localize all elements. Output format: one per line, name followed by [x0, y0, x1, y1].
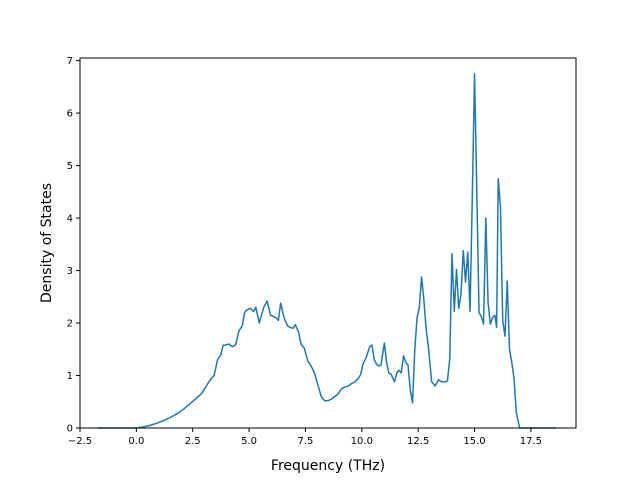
x-tick-label: 12.5: [407, 436, 429, 447]
x-axis-label: Frequency (THz): [271, 458, 385, 474]
y-tick-label: 2: [67, 319, 73, 330]
x-tick-label: 0.0: [128, 436, 144, 447]
x-tick-label: 7.5: [298, 436, 314, 447]
x-tick-label: 10.0: [351, 436, 373, 447]
y-tick-label: 3: [67, 266, 73, 277]
y-axis-ticks: 0 1 2 3 4 5 6 7: [67, 56, 80, 435]
y-tick-label: 0: [67, 424, 73, 435]
y-tick-label: 5: [67, 161, 73, 172]
y-tick-label: 4: [67, 214, 73, 225]
x-tick-label: 5.0: [241, 436, 257, 447]
series-layer: [98, 72, 556, 429]
plot-background: [80, 58, 576, 428]
plot-frame: [79, 57, 577, 429]
y-tick-label: 7: [67, 56, 73, 67]
x-tick-label: 17.5: [520, 436, 542, 447]
x-axis-ticks: −2.5 0.0 2.5 5.0 7.5 10.0 12.5 15.0 17.5: [68, 428, 542, 447]
y-axis-label: Density of States: [39, 183, 55, 303]
y-tick-label: 6: [67, 109, 73, 120]
dos-series-line-0: [98, 72, 556, 429]
x-tick-label: −2.5: [68, 436, 92, 447]
y-tick-label: 1: [67, 371, 73, 382]
x-tick-label: 15.0: [463, 436, 485, 447]
x-tick-label: 2.5: [185, 436, 201, 447]
